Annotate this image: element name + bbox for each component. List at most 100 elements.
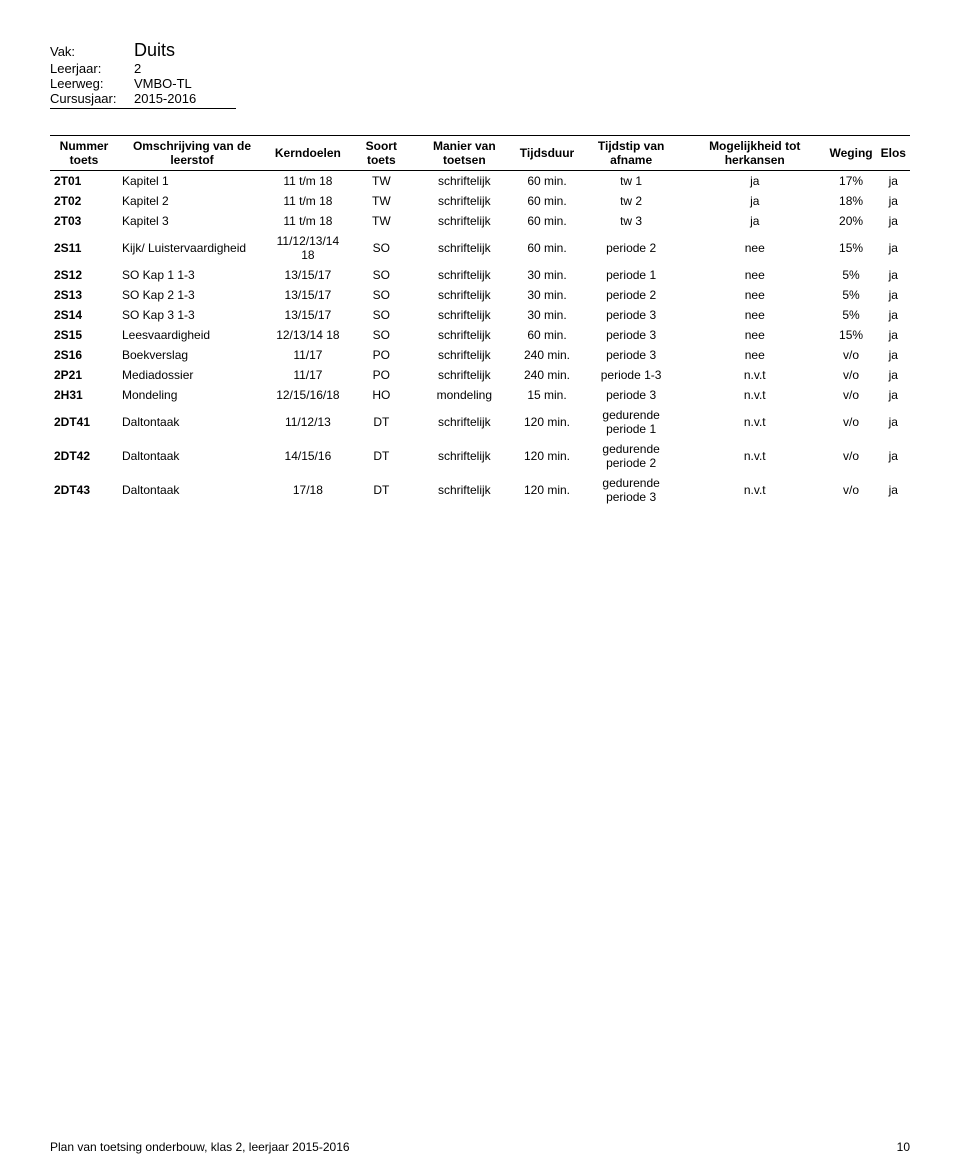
table-row: 2T01Kapitel 111 t/m 18TWschriftelijk60 m…: [50, 171, 910, 192]
table-row: 2S15Leesvaardigheid12/13/14 18SOschrifte…: [50, 325, 910, 345]
table-cell: schriftelijk: [413, 365, 516, 385]
table-row: 2T02Kapitel 211 t/m 18TWschriftelijk60 m…: [50, 191, 910, 211]
table-cell: ja: [877, 325, 910, 345]
table-cell: PO: [350, 365, 413, 385]
table-cell: tw 1: [578, 171, 684, 192]
table-cell: ja: [684, 171, 826, 192]
table-cell: 2S11: [50, 231, 118, 265]
table-cell: nee: [684, 285, 826, 305]
table-cell: 2S16: [50, 345, 118, 365]
table-cell: TW: [350, 211, 413, 231]
footer-page: 10: [897, 1140, 910, 1154]
table-cell: 60 min.: [516, 325, 578, 345]
table-cell: v/o: [826, 405, 877, 439]
table-cell: 60 min.: [516, 211, 578, 231]
table-cell: 30 min.: [516, 265, 578, 285]
table-cell: 15%: [826, 231, 877, 265]
table-cell: Daltontaak: [118, 473, 266, 507]
meta-value-cursusjaar: 2015-2016: [130, 91, 196, 106]
table-cell: n.v.t: [684, 473, 826, 507]
table-cell: PO: [350, 345, 413, 365]
table-cell: 11 t/m 18: [266, 171, 350, 192]
table-cell: TW: [350, 171, 413, 192]
table-cell: SO Kap 1 1-3: [118, 265, 266, 285]
table-cell: DT: [350, 439, 413, 473]
table-cell: 60 min.: [516, 191, 578, 211]
table-cell: 2T03: [50, 211, 118, 231]
table-cell: ja: [877, 385, 910, 405]
table-cell: schriftelijk: [413, 305, 516, 325]
table-cell: nee: [684, 345, 826, 365]
table-cell: 5%: [826, 305, 877, 325]
table-cell: 2T02: [50, 191, 118, 211]
table-cell: periode 3: [578, 385, 684, 405]
table-row: 2S12SO Kap 1 1-313/15/17SOschriftelijk30…: [50, 265, 910, 285]
table-cell: 18%: [826, 191, 877, 211]
table-header: Soort toets: [350, 136, 413, 171]
table-row: 2DT43Daltontaak17/18DTschriftelijk120 mi…: [50, 473, 910, 507]
table-cell: v/o: [826, 473, 877, 507]
table-header: Omschrijving van de leerstof: [118, 136, 266, 171]
table-cell: ja: [877, 171, 910, 192]
table-cell: SO Kap 3 1-3: [118, 305, 266, 325]
table-row: 2P21Mediadossier11/17POschriftelijk240 m…: [50, 365, 910, 385]
table-cell: v/o: [826, 439, 877, 473]
table-cell: ja: [877, 231, 910, 265]
table-cell: gedurende periode 2: [578, 439, 684, 473]
table-cell: 5%: [826, 265, 877, 285]
table-row: 2T03Kapitel 311 t/m 18TWschriftelijk60 m…: [50, 211, 910, 231]
table-cell: DT: [350, 473, 413, 507]
table-cell: 2S12: [50, 265, 118, 285]
assessment-table: Nummer toetsOmschrijving van de leerstof…: [50, 135, 910, 507]
table-cell: periode 2: [578, 231, 684, 265]
table-row: 2S13SO Kap 2 1-313/15/17SOschriftelijk30…: [50, 285, 910, 305]
table-cell: 120 min.: [516, 473, 578, 507]
table-cell: SO: [350, 305, 413, 325]
course-meta: Vak: Duits Leerjaar: 2 Leerweg: VMBO-TL …: [50, 40, 236, 109]
table-cell: n.v.t: [684, 365, 826, 385]
table-cell: gedurende periode 1: [578, 405, 684, 439]
table-cell: 17/18: [266, 473, 350, 507]
table-cell: 2S13: [50, 285, 118, 305]
table-header: Mogelijkheid tot herkansen: [684, 136, 826, 171]
meta-value-leerjaar: 2: [130, 61, 141, 76]
table-cell: 2T01: [50, 171, 118, 192]
table-cell: Kapitel 2: [118, 191, 266, 211]
table-cell: 120 min.: [516, 405, 578, 439]
table-cell: schriftelijk: [413, 345, 516, 365]
table-cell: 20%: [826, 211, 877, 231]
table-cell: 2S14: [50, 305, 118, 325]
table-cell: nee: [684, 265, 826, 285]
table-cell: 2DT41: [50, 405, 118, 439]
table-cell: Kapitel 3: [118, 211, 266, 231]
table-cell: n.v.t: [684, 385, 826, 405]
table-cell: SO: [350, 265, 413, 285]
table-cell: schriftelijk: [413, 439, 516, 473]
table-cell: ja: [877, 265, 910, 285]
table-cell: 15 min.: [516, 385, 578, 405]
table-cell: schriftelijk: [413, 171, 516, 192]
table-cell: 12/15/16/18: [266, 385, 350, 405]
table-cell: 60 min.: [516, 231, 578, 265]
table-cell: v/o: [826, 365, 877, 385]
table-cell: 2S15: [50, 325, 118, 345]
table-cell: SO: [350, 285, 413, 305]
table-cell: 240 min.: [516, 345, 578, 365]
meta-label-leerweg: Leerweg:: [50, 76, 130, 91]
table-cell: ja: [877, 211, 910, 231]
table-cell: nee: [684, 231, 826, 265]
table-cell: Kapitel 1: [118, 171, 266, 192]
meta-label-leerjaar: Leerjaar:: [50, 61, 130, 76]
table-cell: ja: [684, 191, 826, 211]
table-header: Kerndoelen: [266, 136, 350, 171]
table-cell: tw 2: [578, 191, 684, 211]
table-cell: n.v.t: [684, 439, 826, 473]
table-cell: ja: [877, 473, 910, 507]
table-cell: 15%: [826, 325, 877, 345]
table-cell: 2DT43: [50, 473, 118, 507]
table-cell: TW: [350, 191, 413, 211]
table-cell: nee: [684, 325, 826, 345]
table-cell: schriftelijk: [413, 265, 516, 285]
table-cell: Mediadossier: [118, 365, 266, 385]
table-header: Weging: [826, 136, 877, 171]
